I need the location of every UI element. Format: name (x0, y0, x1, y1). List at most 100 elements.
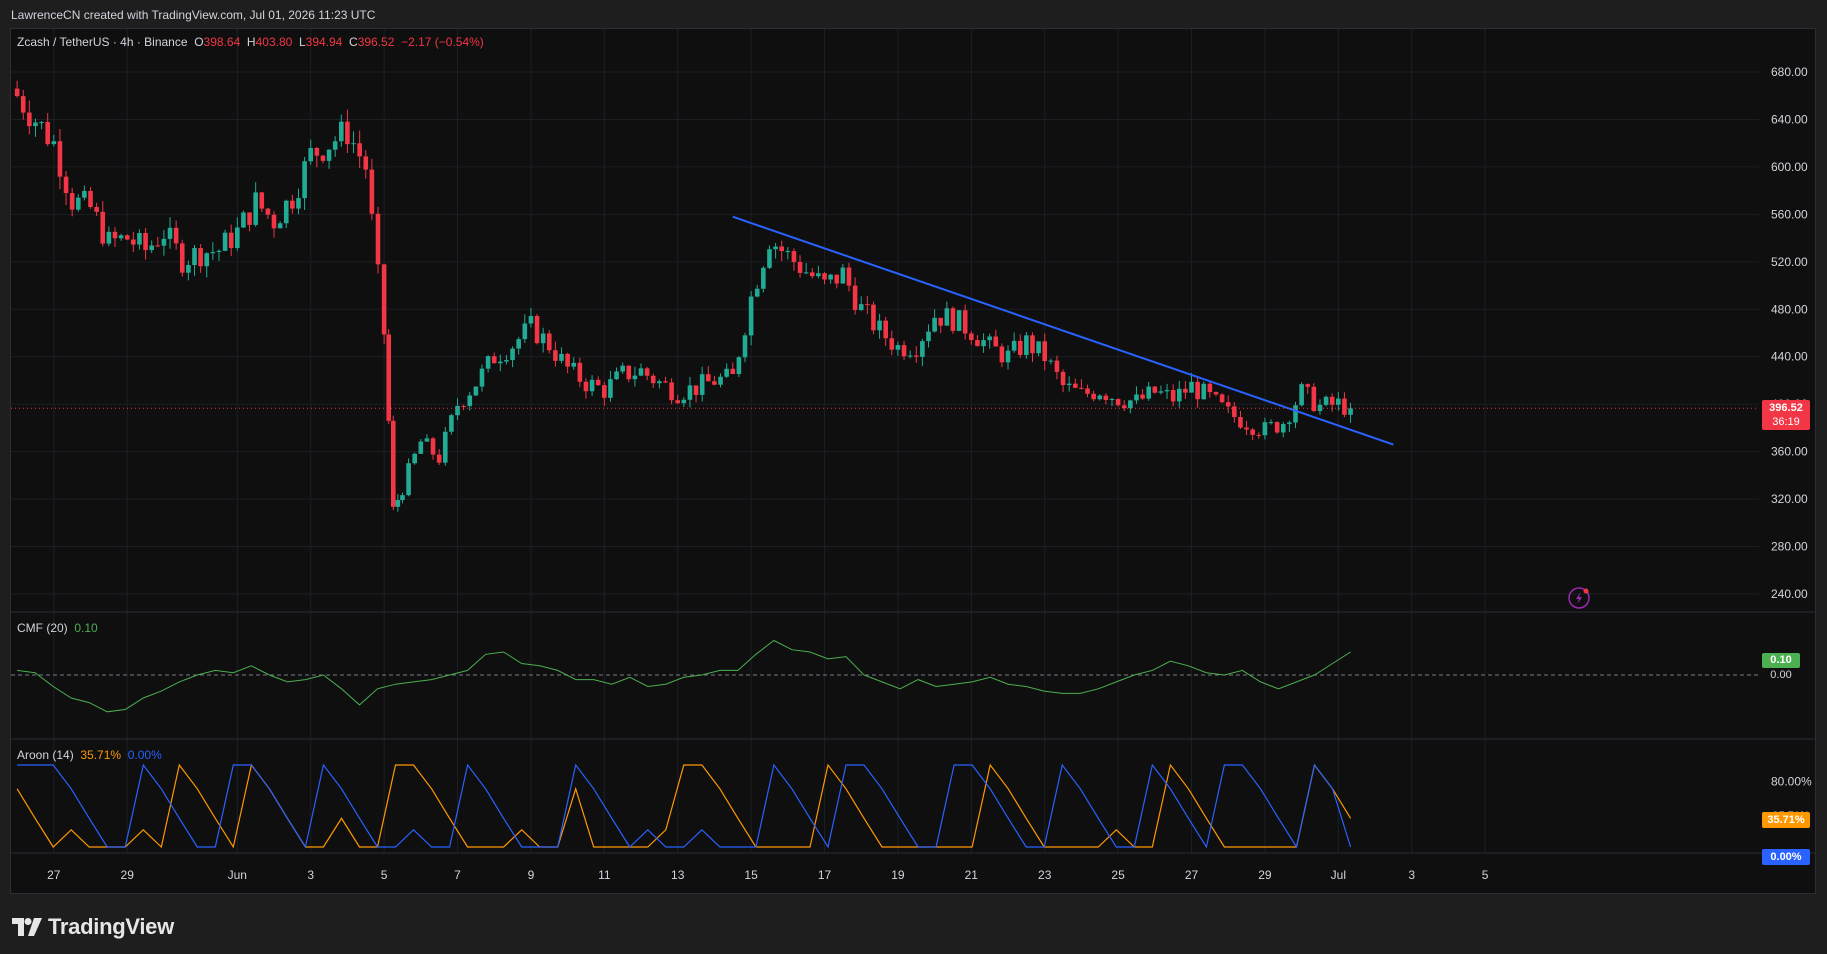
candle-body (277, 223, 283, 229)
candle-body (1299, 384, 1304, 406)
candle-body (981, 340, 986, 347)
candle-body (1042, 341, 1048, 362)
candle-body (620, 365, 625, 372)
candle-body (608, 379, 613, 398)
candle-body (932, 317, 937, 332)
candle-body (975, 340, 980, 347)
candle-body (1238, 417, 1243, 428)
candle-body (865, 304, 870, 306)
candle-body (779, 246, 784, 252)
candle-body (956, 310, 962, 331)
candle-body (106, 231, 112, 244)
time-tick-label: 23 (1038, 868, 1052, 882)
candle-body (430, 438, 436, 455)
candle-body (534, 315, 540, 344)
candle-body (822, 273, 827, 280)
candle-body (418, 441, 424, 454)
candle-body (1323, 396, 1329, 405)
price-tick-label: 320.00 (1771, 492, 1808, 506)
candle-body (1244, 427, 1249, 430)
candle-body (395, 500, 401, 507)
time-tick-label: 27 (1185, 868, 1199, 882)
symbol-label[interactable]: Zcash / TetherUS · 4h · Binance (17, 35, 188, 49)
candle-body (1268, 422, 1274, 424)
price-tick-label: 600.00 (1771, 160, 1808, 174)
candle-body (1342, 398, 1347, 415)
chart-canvas[interactable]: 240.00280.00320.00360.00400.00440.00480.… (11, 29, 1816, 894)
time-tick-label: 27 (47, 868, 61, 882)
candle-body (644, 368, 650, 376)
time-tick-label: 7 (454, 868, 461, 882)
attribution-text: LawrenceCN created with TradingView.com,… (11, 8, 376, 22)
candle-body (33, 122, 38, 127)
candle-body (595, 379, 601, 386)
candle-body (1134, 394, 1139, 401)
candle-body (386, 334, 392, 421)
candle-body (210, 251, 216, 254)
descending-trendline[interactable] (732, 215, 1394, 446)
candle-body (602, 385, 607, 398)
cmf-legend[interactable]: CMF (20) 0.10 (17, 621, 98, 635)
time-tick-label: 3 (307, 868, 314, 882)
time-axis[interactable]: 27 29 Jun 3 5 7 9 11 13 15 17 19 21 23 25 27 29 Jul 3 5 (47, 868, 1489, 882)
candle-body (400, 495, 405, 501)
candle-body (20, 96, 26, 113)
candle-body (204, 253, 210, 267)
time-tick-label: 29 (1258, 868, 1272, 882)
candle-body (969, 333, 974, 341)
candle-body (522, 323, 528, 340)
candle-body (363, 156, 369, 170)
aroon-label[interactable]: Aroon (14) (17, 748, 74, 762)
candle-body (485, 356, 491, 369)
candle-body (253, 192, 258, 225)
time-tick-label: 9 (528, 868, 535, 882)
candle-body (889, 338, 895, 350)
candle-body (1158, 391, 1164, 393)
candle-body (907, 355, 913, 357)
candle-body (504, 360, 509, 362)
candle-body (302, 161, 307, 199)
candle-body (247, 212, 252, 225)
cmf-label[interactable]: CMF (20) (17, 621, 68, 635)
change-value: −2.17 (−0.54%) (401, 35, 484, 49)
chart-container[interactable]: 240.00280.00320.00360.00400.00440.00480.… (10, 28, 1816, 894)
candle-body (1280, 424, 1286, 433)
lightning-alert-icon[interactable] (1568, 587, 1590, 609)
candle-body (1079, 387, 1084, 389)
price-tick-label: 680.00 (1771, 65, 1808, 79)
candle-body (840, 267, 846, 284)
bar-countdown: 36:19 (1772, 416, 1800, 428)
candle-body (1232, 406, 1237, 418)
price-tick-label: 480.00 (1771, 302, 1808, 316)
tradingview-logo[interactable]: TradingView (12, 914, 174, 940)
time-tick-label: 5 (1482, 868, 1489, 882)
candle-body (369, 169, 375, 214)
candle-body (632, 375, 638, 380)
candle-body (1183, 388, 1188, 393)
aroon-tick-label: 80.00% (1771, 774, 1812, 788)
time-tick-label: 19 (891, 868, 905, 882)
candle-body (1109, 398, 1115, 400)
candle-body (94, 207, 99, 212)
candle-body (1225, 402, 1231, 407)
candle-body (1017, 340, 1023, 355)
candle-body (198, 248, 203, 267)
candle-body (155, 245, 161, 247)
candle-body (773, 246, 778, 250)
price-axis[interactable]: 240.00280.00320.00360.00400.00440.00480.… (1771, 65, 1808, 601)
candle-body (137, 233, 142, 245)
candle-body (88, 190, 93, 208)
grid (11, 29, 1759, 853)
candle-body (390, 420, 396, 507)
candle-body (143, 233, 148, 251)
cmf-value: 0.10 (74, 621, 98, 635)
candle-body (577, 362, 583, 382)
aroon-legend[interactable]: Aroon (14) 35.71% 0.00% (17, 748, 162, 762)
main-legend[interactable]: Zcash / TetherUS · 4h · Binance O398.64 … (17, 35, 484, 49)
candle-body (228, 232, 234, 249)
candle-body (846, 267, 852, 286)
candle-body (901, 345, 907, 357)
candle-body (944, 308, 950, 326)
candle-body (785, 251, 791, 253)
candle-body (712, 381, 717, 385)
